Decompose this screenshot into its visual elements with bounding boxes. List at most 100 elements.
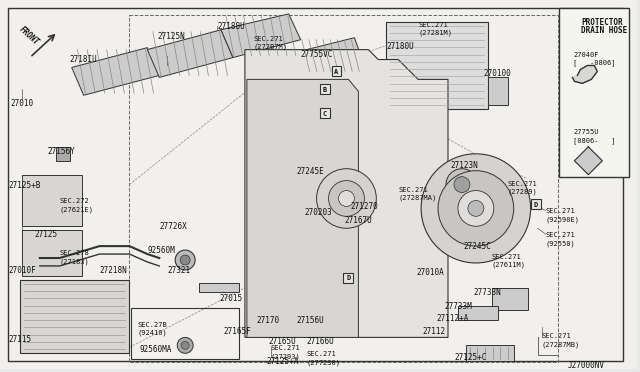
Text: 27170: 27170 [257, 315, 280, 325]
Text: 27245E: 27245E [297, 167, 324, 176]
Text: D: D [534, 202, 538, 208]
Text: (27287MA): (27287MA) [398, 195, 436, 201]
Text: (92410): (92410) [138, 330, 167, 336]
Polygon shape [572, 65, 597, 83]
Circle shape [458, 190, 494, 226]
Bar [131, 308, 239, 359]
Circle shape [317, 169, 376, 228]
Text: D: D [346, 275, 351, 281]
Bar [559, 8, 629, 177]
Text: SEC.271: SEC.271 [545, 208, 575, 214]
Text: (272B7M): (272B7M) [254, 44, 288, 50]
Text: 92560MA: 92560MA [140, 345, 172, 355]
Text: SEC.271: SEC.271 [271, 345, 301, 351]
Text: 92560M: 92560M [147, 246, 175, 255]
Bar [344, 273, 353, 283]
Text: SEC.27B: SEC.27B [138, 321, 167, 327]
Circle shape [421, 154, 531, 263]
Bar [332, 67, 342, 76]
Polygon shape [299, 38, 362, 73]
Text: 27125+A: 27125+A [267, 357, 299, 366]
Text: 27218N: 27218N [100, 266, 127, 275]
Bar [492, 288, 527, 310]
Text: J27000NV: J27000NV [568, 361, 604, 370]
Text: FRONT: FRONT [18, 25, 41, 46]
Text: 27123N: 27123N [450, 161, 477, 170]
Text: 27125: 27125 [35, 230, 58, 239]
Bar [531, 199, 541, 209]
Bar [129, 15, 557, 362]
Circle shape [454, 177, 470, 193]
Text: SEC.271: SEC.271 [398, 187, 428, 193]
Text: SEC.278: SEC.278 [60, 250, 90, 256]
Text: 270100: 270100 [484, 70, 511, 78]
Text: 27188U: 27188U [217, 22, 244, 31]
Text: (27287MB): (27287MB) [541, 341, 580, 348]
Circle shape [468, 201, 484, 217]
Polygon shape [221, 14, 301, 58]
Circle shape [438, 171, 514, 246]
Text: SEC.271: SEC.271 [541, 333, 572, 339]
Text: 27167U: 27167U [344, 217, 372, 225]
Text: (27281M): (27281M) [418, 30, 452, 36]
Text: 27156U: 27156U [297, 315, 324, 325]
Bar [22, 175, 82, 226]
Text: (92590E): (92590E) [545, 217, 580, 223]
Text: 2718IU: 2718IU [70, 55, 97, 64]
Bar [56, 147, 70, 161]
Polygon shape [72, 48, 159, 95]
Text: SEC.271: SEC.271 [418, 22, 448, 28]
Text: (27621E): (27621E) [60, 206, 93, 213]
Polygon shape [199, 283, 239, 292]
Text: 27180U: 27180U [387, 42, 414, 51]
Bar [319, 84, 330, 94]
Text: 27125+B: 27125+B [8, 181, 40, 190]
Text: SEC.271: SEC.271 [508, 181, 538, 187]
Text: SEC.271: SEC.271 [254, 36, 284, 42]
Text: 27125+C: 27125+C [454, 353, 486, 362]
Polygon shape [147, 30, 233, 77]
Circle shape [177, 337, 193, 353]
Circle shape [175, 250, 195, 270]
Text: 27156Y: 27156Y [48, 147, 76, 156]
Text: 27010A: 27010A [416, 268, 444, 277]
Text: (92550): (92550) [545, 240, 575, 247]
Text: SEC.272: SEC.272 [60, 199, 90, 205]
Text: 27112: 27112 [422, 327, 445, 337]
Text: 27040F: 27040F [573, 52, 599, 58]
Text: SEC.271: SEC.271 [492, 254, 522, 260]
Bar [20, 280, 129, 353]
Text: 27245C: 27245C [464, 242, 492, 251]
Text: (27293): (27293) [271, 353, 301, 360]
Bar [319, 108, 330, 118]
Text: (27611M): (27611M) [492, 262, 526, 269]
Bar [22, 230, 82, 276]
Circle shape [339, 190, 355, 206]
Text: 27165U: 27165U [269, 337, 296, 346]
Circle shape [180, 255, 190, 265]
Text: 27733M: 27733M [444, 302, 472, 311]
Text: C: C [323, 110, 326, 117]
Polygon shape [387, 22, 488, 109]
Text: 271270: 271270 [351, 202, 378, 211]
Text: 27015: 27015 [219, 294, 242, 303]
Text: 27166U: 27166U [307, 337, 334, 346]
Text: 27165F: 27165F [223, 327, 251, 337]
Bar [488, 77, 508, 105]
Text: B: B [323, 87, 326, 93]
Text: (277230): (277230) [307, 359, 340, 366]
Circle shape [181, 341, 189, 349]
Text: 27733N: 27733N [474, 288, 502, 297]
Bar [466, 345, 514, 361]
Text: 27321: 27321 [167, 266, 190, 275]
Text: [0806-   ]: [0806- ] [573, 137, 616, 144]
Circle shape [446, 169, 478, 201]
Text: 27125N: 27125N [157, 32, 185, 41]
Polygon shape [575, 147, 602, 175]
Text: 27755U: 27755U [573, 129, 599, 135]
Text: A: A [334, 69, 339, 75]
Text: 27755VC: 27755VC [301, 49, 333, 59]
Circle shape [328, 181, 364, 217]
Text: 27010: 27010 [10, 99, 33, 108]
Text: (27183): (27183) [60, 258, 90, 264]
